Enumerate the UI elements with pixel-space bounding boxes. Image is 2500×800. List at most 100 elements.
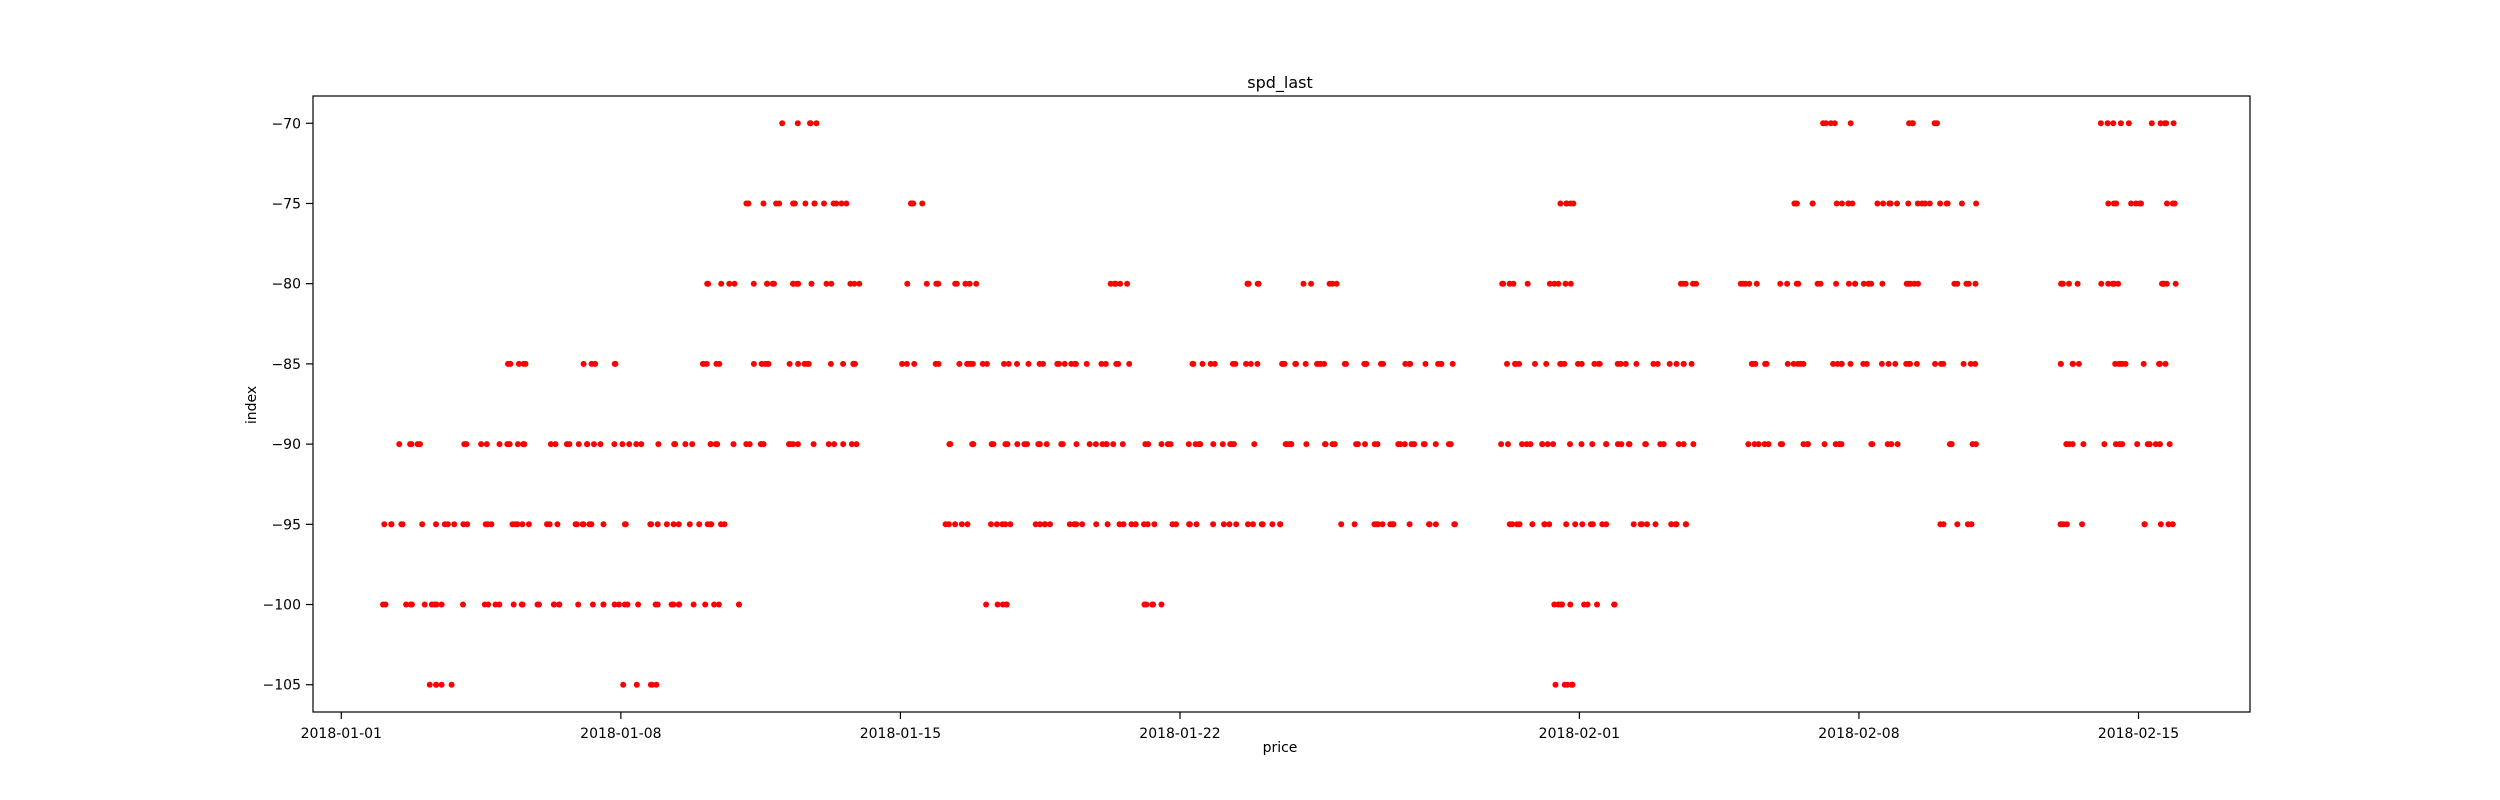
data-point [2146,441,2153,448]
data-point [1940,521,1947,528]
data-point [461,441,468,448]
data-point [1093,521,1100,528]
data-point [1960,360,1967,367]
data-point [1103,441,1110,448]
data-point [1211,360,1218,367]
data-point [1555,280,1562,287]
data-point [1972,280,1979,287]
data-point [1579,521,1586,528]
data-point [1880,200,1887,207]
data-point [544,521,550,528]
data-point [1047,521,1053,528]
data-point [1572,521,1579,528]
data-point [1164,441,1171,448]
data-point [853,441,860,448]
data-point [414,441,421,448]
data-point [1199,360,1206,367]
data-point [945,521,952,528]
data-point [398,521,405,528]
data-point [1563,200,1570,207]
data-point [510,601,517,608]
data-point [1002,521,1009,528]
data-point [1232,360,1239,367]
data-point [671,441,678,448]
data-point [1035,441,1042,448]
data-point [1581,601,1588,608]
data-point [536,601,542,608]
data-point [731,280,738,287]
data-point [1247,360,1254,367]
data-point [764,280,770,287]
data-point [1833,280,1840,287]
data-point [2165,521,2172,528]
data-point [611,601,618,608]
data-point [1847,360,1854,367]
data-point [1860,280,1867,287]
data-point [1251,441,1258,448]
data-point [848,441,855,448]
y-tick-label: −75 [271,196,301,212]
data-point [616,601,622,608]
data-point [1510,280,1517,287]
data-point [1751,441,1758,448]
data-point [1120,521,1127,528]
data-point [794,120,801,127]
data-point [1673,521,1680,528]
data-point [983,360,990,367]
data-point [726,280,733,287]
data-point [1032,521,1039,528]
data-point [1969,441,1976,448]
chart-title: spd_last [1247,73,1313,93]
data-point [1567,441,1573,448]
data-point [1073,441,1080,448]
data-point [624,601,631,608]
data-point [2060,521,2067,528]
data-point [1589,441,1596,448]
data-point [1338,521,1345,528]
data-point [808,280,815,287]
data-point [600,601,607,608]
data-point [1115,360,1122,367]
data-point [2066,280,2072,287]
data-point [2138,200,2144,207]
data-point [2156,360,2162,367]
data-point [1401,441,1408,448]
data-point [813,120,820,127]
data-point [856,280,863,287]
data-point [1447,441,1454,448]
data-point [969,441,976,448]
data-point [2080,441,2087,448]
data-point [2157,120,2164,127]
data-point [670,601,677,608]
data-point [979,360,986,367]
data-point [1193,521,1200,528]
data-point [1932,360,1939,367]
data-point [1509,521,1516,528]
data-point [1752,360,1759,367]
data-point [1913,360,1920,367]
data-point [1784,280,1791,287]
data-point [1124,280,1131,287]
data-point [1142,441,1149,448]
data-point [1210,441,1217,448]
plot-frame [312,95,2251,713]
data-point [2148,120,2155,127]
data-point [1874,200,1881,207]
data-point [1563,521,1570,528]
data-point [821,200,827,207]
data-point [1919,200,1925,207]
data-point [2105,280,2112,287]
data-point [988,521,994,528]
data-point [505,360,511,367]
data-point [1079,521,1086,528]
data-point [1303,441,1310,448]
data-point [1220,521,1227,528]
data-point [1025,360,1032,367]
data-point [1777,280,1784,287]
data-point [1426,521,1433,528]
data-point [1905,200,1912,207]
data-point [956,360,963,367]
x-tick-label: 2018-02-08 [1818,726,1899,742]
data-point [403,601,410,608]
data-point [1578,360,1585,367]
